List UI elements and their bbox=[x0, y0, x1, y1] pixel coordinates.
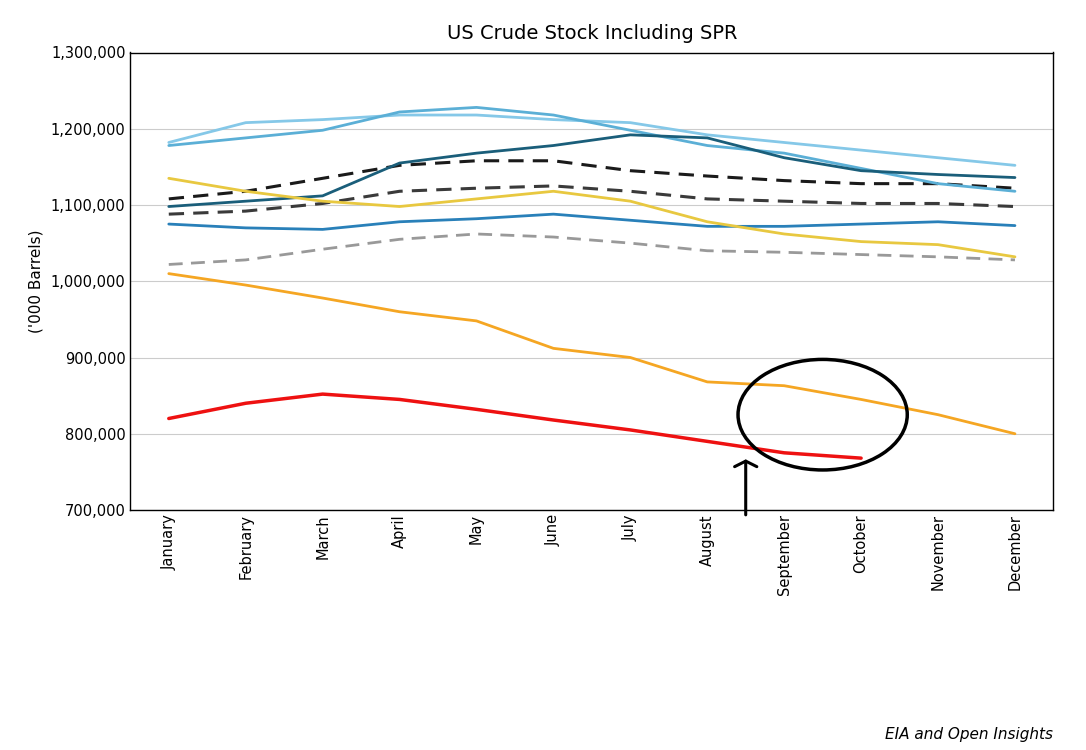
Y-axis label: ('000 Barrels): ('000 Barrels) bbox=[28, 230, 43, 333]
Title: US Crude Stock Including SPR: US Crude Stock Including SPR bbox=[446, 23, 737, 43]
Text: EIA and Open Insights: EIA and Open Insights bbox=[885, 728, 1053, 742]
